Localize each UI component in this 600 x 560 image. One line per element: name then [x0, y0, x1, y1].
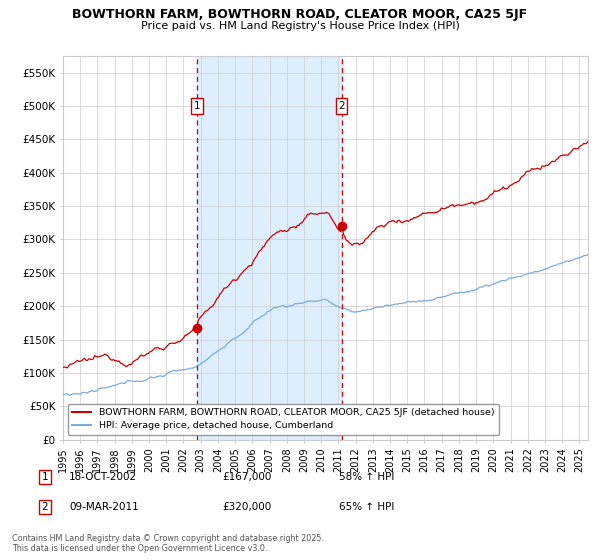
Text: 2: 2	[338, 101, 345, 111]
Text: £167,000: £167,000	[222, 472, 271, 482]
Text: 58% ↑ HPI: 58% ↑ HPI	[339, 472, 394, 482]
Text: 65% ↑ HPI: 65% ↑ HPI	[339, 502, 394, 512]
Text: 1: 1	[41, 472, 49, 482]
Text: 2: 2	[41, 502, 49, 512]
Text: BOWTHORN FARM, BOWTHORN ROAD, CLEATOR MOOR, CA25 5JF: BOWTHORN FARM, BOWTHORN ROAD, CLEATOR MO…	[73, 8, 527, 21]
Text: 1: 1	[194, 101, 200, 111]
Bar	[197, 56, 341, 440]
Text: £320,000: £320,000	[222, 502, 271, 512]
Text: 09-MAR-2011: 09-MAR-2011	[69, 502, 139, 512]
Legend: BOWTHORN FARM, BOWTHORN ROAD, CLEATOR MOOR, CA25 5JF (detached house), HPI: Aver: BOWTHORN FARM, BOWTHORN ROAD, CLEATOR MO…	[68, 404, 499, 435]
Text: 18-OCT-2002: 18-OCT-2002	[69, 472, 137, 482]
Text: Contains HM Land Registry data © Crown copyright and database right 2025.
This d: Contains HM Land Registry data © Crown c…	[12, 534, 324, 553]
Text: Price paid vs. HM Land Registry's House Price Index (HPI): Price paid vs. HM Land Registry's House …	[140, 21, 460, 31]
